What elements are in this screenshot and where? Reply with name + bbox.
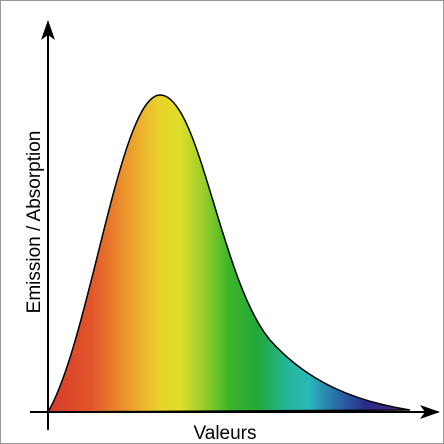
x-axis-label: Valeurs [193,423,256,444]
y-axis-label: Emission / Absorption [24,131,45,314]
spectrum-curve [46,94,411,413]
